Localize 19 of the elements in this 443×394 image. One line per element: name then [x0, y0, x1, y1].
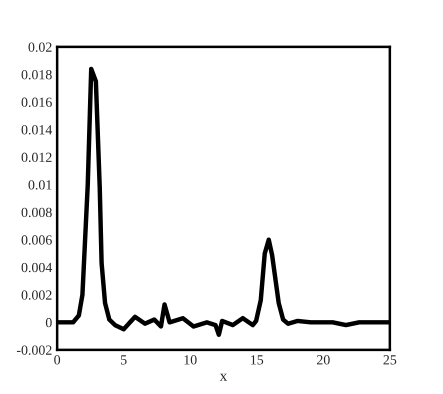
y-tick-label: 0.018 — [22, 70, 52, 80]
x-axis-title: x — [220, 374, 228, 381]
y-tick-label: 0.004 — [22, 262, 52, 272]
x-tick-label: 10 — [184, 355, 197, 365]
x-tick-label: 20 — [316, 355, 330, 365]
y-tick-label: 0.006 — [22, 235, 52, 245]
y-tick-label: 0 — [46, 318, 52, 328]
x-tick-label: 25 — [384, 355, 396, 365]
y-tick-label: 0.02 — [28, 42, 52, 52]
y-tick-label: 0.014 — [22, 125, 52, 135]
x-tick-label: 5 — [121, 355, 127, 365]
y-tick-label: 0.008 — [22, 208, 52, 218]
x-tick-label: 0 — [54, 355, 60, 365]
y-tick-label: 0.01 — [28, 180, 52, 190]
y-tick-label: -0.002 — [16, 345, 52, 355]
y-tick-label: 0.012 — [22, 152, 52, 162]
x-tick-label: 15 — [251, 355, 264, 365]
y-tick-label: 0.016 — [22, 98, 52, 107]
y-tick-label: 0.002 — [22, 290, 52, 300]
